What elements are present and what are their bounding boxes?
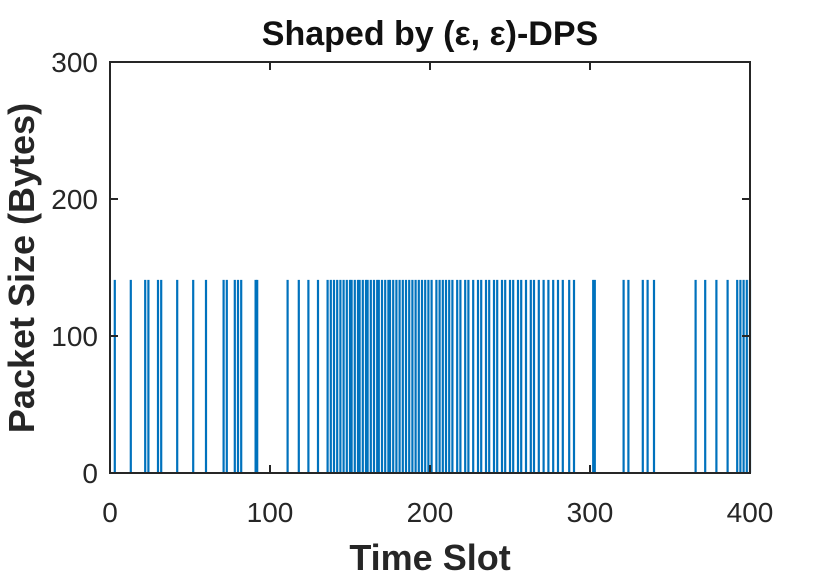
y-axis-label: Packet Size (Bytes) — [1, 103, 42, 433]
x-tick-label: 100 — [247, 497, 294, 528]
x-tick-label: 400 — [727, 497, 774, 528]
x-tick-label: 200 — [407, 497, 454, 528]
y-tick-label: 0 — [82, 458, 98, 489]
bars-group — [113, 279, 752, 473]
x-tick-label: 0 — [102, 497, 118, 528]
ticks-group — [109, 61, 751, 474]
y-tick-label: 200 — [51, 184, 98, 215]
tick-labels-group: 0 100 200 300 400 0 100 200 300 — [51, 47, 773, 528]
y-tick-label: 100 — [51, 321, 98, 352]
chart-title: Shaped by (ε, ε)-DPS — [262, 15, 598, 53]
x-tick-label: 300 — [567, 497, 614, 528]
x-axis-label: Time Slot — [349, 537, 510, 578]
y-tick-label: 300 — [51, 47, 98, 78]
